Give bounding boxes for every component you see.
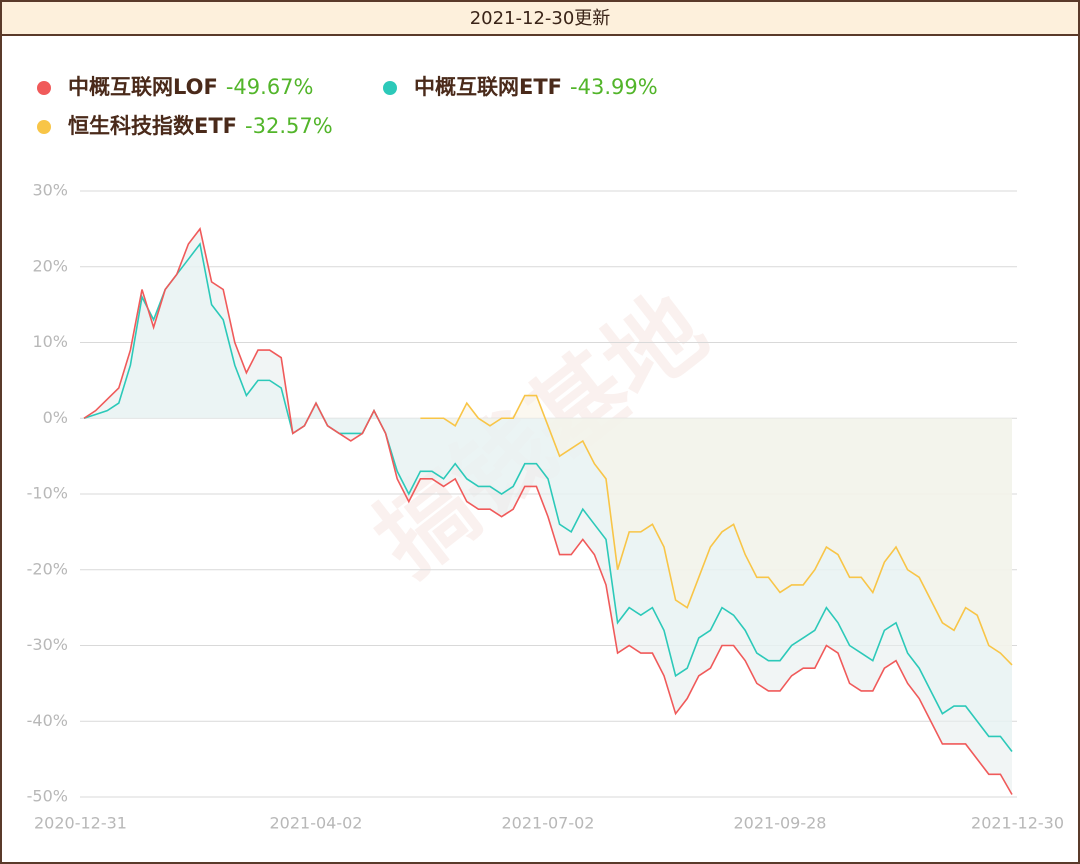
x-tick-label: 2021-12-30 (971, 814, 1064, 833)
y-tick-label: -50% (27, 787, 68, 806)
area-fill (420, 395, 1012, 665)
legend-marker (37, 120, 51, 134)
x-tick-label: 2020-12-31 (34, 814, 127, 833)
header-title: 2021-12-30更新 (470, 8, 611, 29)
legend-label: 恒生科技指数ETF (68, 114, 237, 138)
y-tick-label: 10% (32, 332, 68, 351)
legend-label: 中概互联网LOF (68, 75, 218, 99)
legend-label: 中概互联网ETF (414, 75, 562, 99)
x-tick-label: 2021-04-02 (270, 814, 363, 833)
legend-value: -32.57% (245, 114, 333, 138)
plot: -50% -40% -30% -20% -10% 0% 10% 20% 30% 2020-12-3… (27, 181, 1064, 833)
legend-marker (37, 81, 51, 95)
legend-value: -49.67% (226, 75, 314, 99)
y-tick-label: -20% (27, 559, 68, 578)
legend-marker (383, 81, 397, 95)
y-tick-label: -10% (27, 484, 68, 503)
y-tick-label: -30% (27, 635, 68, 654)
y-tick-label: -40% (27, 711, 68, 730)
series-line (83, 242, 1013, 752)
header-bar (0, 0, 1080, 36)
y-tick-label: 0% (43, 408, 68, 427)
series-line (420, 394, 1013, 666)
x-tick-label: 2021-09-28 (734, 814, 827, 833)
area-fill (84, 244, 1012, 752)
series-line (83, 227, 1013, 795)
legend-value: -43.99% (570, 75, 658, 99)
y-tick-label: 20% (32, 256, 68, 275)
x-tick-label: 2021-07-02 (502, 814, 595, 833)
y-tick-label: 30% (32, 181, 68, 200)
